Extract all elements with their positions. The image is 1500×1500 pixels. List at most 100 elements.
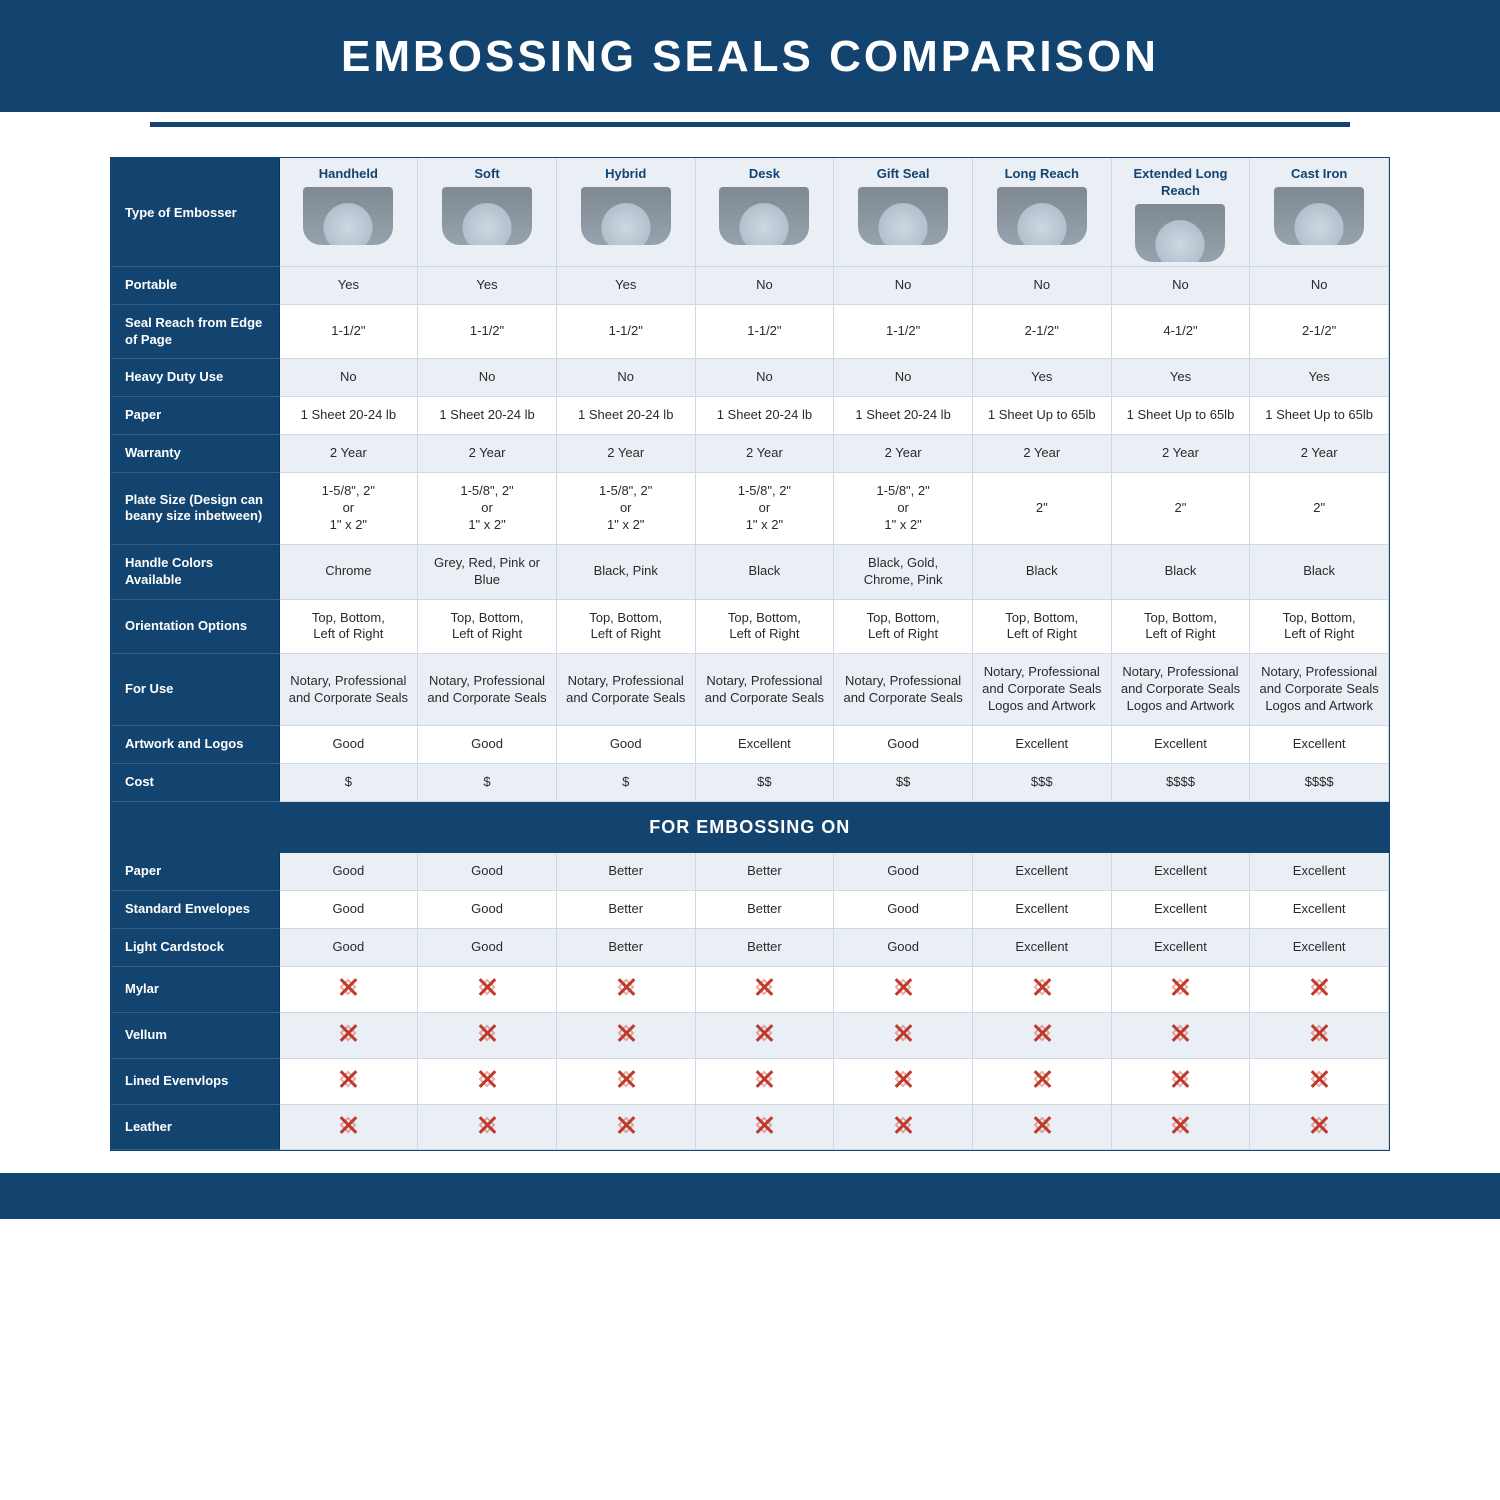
table-cell: 4-1/2": [1111, 304, 1250, 359]
table-cell-x: [695, 1104, 834, 1150]
table-cell-x: [556, 1104, 695, 1150]
x-icon: [1170, 1069, 1190, 1089]
table-cell: Good: [834, 853, 973, 890]
x-icon: [1309, 1115, 1329, 1135]
x-icon: [754, 1069, 774, 1089]
x-icon: [893, 977, 913, 997]
table-cell: Black, Gold, Chrome, Pink: [834, 544, 973, 599]
table-cell: Yes: [279, 266, 418, 304]
row-label: Vellum: [111, 1012, 279, 1058]
table-cell-x: [1111, 966, 1250, 1012]
x-icon: [477, 1069, 497, 1089]
row-label: For Use: [111, 654, 279, 726]
table-cell: Yes: [1250, 359, 1389, 397]
table-cell-x: [834, 1104, 973, 1150]
table-cell: Grey, Red, Pink or Blue: [418, 544, 557, 599]
table-cell-x: [1250, 1012, 1389, 1058]
table-cell: 1 Sheet 20-24 lb: [834, 397, 973, 435]
table-cell: $$: [695, 763, 834, 801]
table-cell-x: [834, 1058, 973, 1104]
table-cell-x: [418, 1058, 557, 1104]
table-cell: 1-1/2": [695, 304, 834, 359]
page-root: EMBOSSING SEALS COMPARISON Type of Embos…: [0, 0, 1500, 1219]
table-cell-x: [972, 966, 1111, 1012]
col-header: Gift Seal: [834, 158, 973, 266]
table-cell: 2 Year: [695, 435, 834, 473]
table-row: PortableYesYesYesNoNoNoNoNo: [111, 266, 1389, 304]
table-cell-x: [279, 1058, 418, 1104]
footer-bar: [0, 1173, 1500, 1219]
table-cell: Good: [279, 928, 418, 966]
table-cell: No: [418, 359, 557, 397]
table-row: Seal Reach from Edge of Page1-1/2"1-1/2"…: [111, 304, 1389, 359]
table-cell: Notary, Professional and Corporate Seals…: [972, 654, 1111, 726]
table-cell: Excellent: [972, 928, 1111, 966]
row-label: Portable: [111, 266, 279, 304]
table-row: Warranty2 Year2 Year2 Year2 Year2 Year2 …: [111, 435, 1389, 473]
table-cell: Black: [1250, 544, 1389, 599]
x-icon: [1309, 1069, 1329, 1089]
table-cell-x: [834, 1012, 973, 1058]
table-cell: Black, Pink: [556, 544, 695, 599]
embosser-icon: [442, 187, 532, 245]
row-label: Orientation Options: [111, 599, 279, 654]
x-icon: [754, 1115, 774, 1135]
row-label: Artwork and Logos: [111, 726, 279, 764]
table-cell: Notary, Professional and Corporate Seals: [279, 654, 418, 726]
section-label: FOR EMBOSSING ON: [111, 801, 1389, 853]
table-cell: Excellent: [972, 726, 1111, 764]
table-cell-x: [695, 1058, 834, 1104]
x-icon: [1032, 1023, 1052, 1043]
table-cell: Top, Bottom,Left of Right: [418, 599, 557, 654]
table-cell: Better: [556, 891, 695, 929]
row-label: Lined Evenvlops: [111, 1058, 279, 1104]
table-cell: $: [418, 763, 557, 801]
row-label: Warranty: [111, 435, 279, 473]
table-cell: Excellent: [1111, 853, 1250, 890]
table-cell: 1 Sheet 20-24 lb: [279, 397, 418, 435]
table-cell: 1-1/2": [556, 304, 695, 359]
table-cell: $$$: [972, 763, 1111, 801]
table-row: Vellum: [111, 1012, 1389, 1058]
x-icon: [616, 1069, 636, 1089]
col-header: Handheld: [279, 158, 418, 266]
x-icon: [1309, 1023, 1329, 1043]
table-cell: No: [1111, 266, 1250, 304]
table-cell: Excellent: [1111, 891, 1250, 929]
table-cell: 1-5/8", 2"or1" x 2": [556, 473, 695, 545]
table-cell: Excellent: [1250, 726, 1389, 764]
table-cell: Better: [695, 928, 834, 966]
table-row: Handle Colors AvailableChromeGrey, Red, …: [111, 544, 1389, 599]
table-cell-x: [418, 1104, 557, 1150]
row-label: Light Cardstock: [111, 928, 279, 966]
table-row: Heavy Duty UseNoNoNoNoNoYesYesYes: [111, 359, 1389, 397]
table-cell-x: [556, 1058, 695, 1104]
table-cell: 1 Sheet Up to 65lb: [1111, 397, 1250, 435]
row-label: Heavy Duty Use: [111, 359, 279, 397]
table-cell: No: [1250, 266, 1389, 304]
table-cell-x: [279, 1012, 418, 1058]
x-icon: [477, 1023, 497, 1043]
table-cell: Excellent: [1111, 928, 1250, 966]
table-cell: Notary, Professional and Corporate Seals: [834, 654, 973, 726]
x-icon: [893, 1115, 913, 1135]
table-cell: Black: [972, 544, 1111, 599]
table-cell: 2 Year: [834, 435, 973, 473]
table-row: PaperGoodGoodBetterBetterGoodExcellentEx…: [111, 853, 1389, 890]
type-of-embosser-label: Type of Embosser: [111, 158, 279, 266]
table-cell: Good: [556, 726, 695, 764]
table-row: Light CardstockGoodGoodBetterBetterGoodE…: [111, 928, 1389, 966]
x-icon: [1032, 1069, 1052, 1089]
table-cell: Excellent: [695, 726, 834, 764]
x-icon: [477, 977, 497, 997]
table-cell: $: [279, 763, 418, 801]
table-cell: Better: [556, 853, 695, 890]
table-cell: Excellent: [1250, 891, 1389, 929]
table-cell: 1-5/8", 2"or1" x 2": [418, 473, 557, 545]
embosser-icon: [1135, 204, 1225, 262]
row-label: Standard Envelopes: [111, 891, 279, 929]
table-cell: 2 Year: [972, 435, 1111, 473]
table-cell-x: [1250, 966, 1389, 1012]
table-cell: Yes: [418, 266, 557, 304]
x-icon: [338, 977, 358, 997]
